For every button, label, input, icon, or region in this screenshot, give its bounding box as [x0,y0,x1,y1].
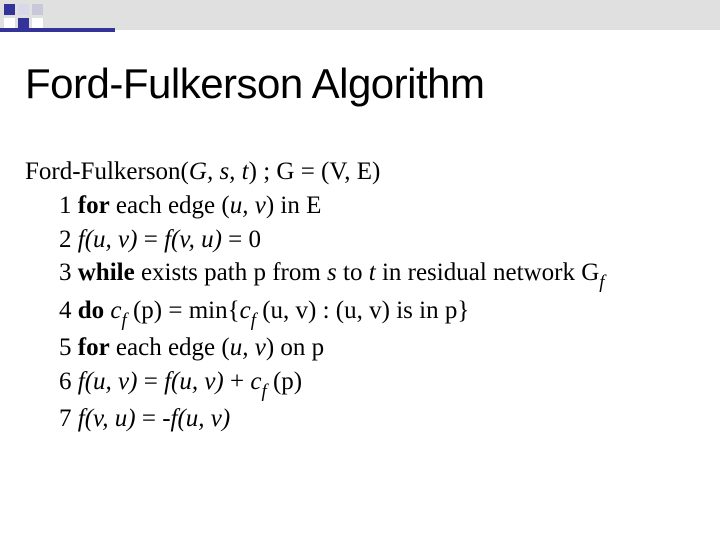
l4-uv: (u, v) : (u, v) is in p} [256,297,469,324]
l3-txt: exists path p from [135,259,327,286]
algo-line-6: 6 f(u, v) = f(u, v) + cf (p) [25,365,695,402]
l4-sub: f [122,310,127,331]
l6-c: c [250,368,261,395]
l2-b: f(v, u) [164,226,222,253]
deco-square [32,4,43,15]
l6-eq: = [137,368,164,395]
l4-p: (p) = min{ [127,297,240,324]
l4-num: 4 [59,297,78,324]
l1-txt: each edge ( [110,192,230,219]
l7-num: 7 [59,405,78,432]
l2-eq: = [137,226,164,253]
algo-line-2: 2 f(u, v) = f(v, u) = 0 [25,223,695,257]
slide-title: Ford-Fulkerson Algorithm [25,60,485,108]
l5-args: u, v [230,334,266,361]
l3-to: to [337,259,369,286]
l7-b: f(u, v) [171,405,231,432]
l5-num: 5 [59,334,78,361]
l6-b: f(u, v) [164,368,224,395]
sig-close: ) [249,158,257,185]
l6-p: (p) [267,368,302,395]
l2-end: = 0 [222,226,261,253]
l5-end: ) on p [266,334,324,361]
l6-plus: + [224,368,251,395]
sig-name: Ford-Fulkerson( [25,158,189,185]
sig-note: ; G = (V, E) [257,158,380,185]
l1-end: ) in E [266,192,322,219]
l2-a: f(u, v) [78,226,138,253]
algo-line-4: 4 do cf (p) = min{cf (u, v) : (u, v) is … [25,294,695,331]
sig-args: G, s, t [189,158,249,185]
l6-sub: f [261,381,266,402]
l2-num: 2 [59,226,78,253]
algo-line-1: 1 for each edge (u, v) in E [25,189,695,223]
l3-num: 3 [59,259,78,286]
deco-square [4,4,15,15]
l1-num: 1 [59,192,78,219]
l4-cf2: c [240,297,251,324]
accent-strip [0,28,115,32]
slide-top-bar [0,0,720,30]
l6-a: f(u, v) [78,368,138,395]
l1-kw: for [78,192,110,219]
l3-in: in residual network G [376,259,600,286]
l3-t: t [369,259,376,286]
l7-eq: = - [136,405,171,432]
l5-kw: for [78,334,110,361]
algo-line-7: 7 f(v, u) = -f(u, v) [25,402,695,436]
l4-sub2: f [251,310,256,331]
algo-signature: Ford-Fulkerson(G, s, t) ; G = (V, E) [25,155,695,189]
l1-args: u, v [230,192,266,219]
l3-s: s [327,259,337,286]
l3-kw: while [78,259,135,286]
l4-kw: do [78,297,104,324]
l3-sub: f [599,272,604,293]
l7-a: f(v, u) [78,405,136,432]
deco-square [18,4,29,15]
l6-num: 6 [59,368,78,395]
algorithm-body: Ford-Fulkerson(G, s, t) ; G = (V, E) 1 f… [25,155,695,436]
algo-line-5: 5 for each edge (u, v) on p [25,331,695,365]
algo-line-3: 3 while exists path p from s to t in res… [25,256,695,293]
l4-cf: c [110,297,121,324]
l5-txt: each edge ( [110,334,230,361]
